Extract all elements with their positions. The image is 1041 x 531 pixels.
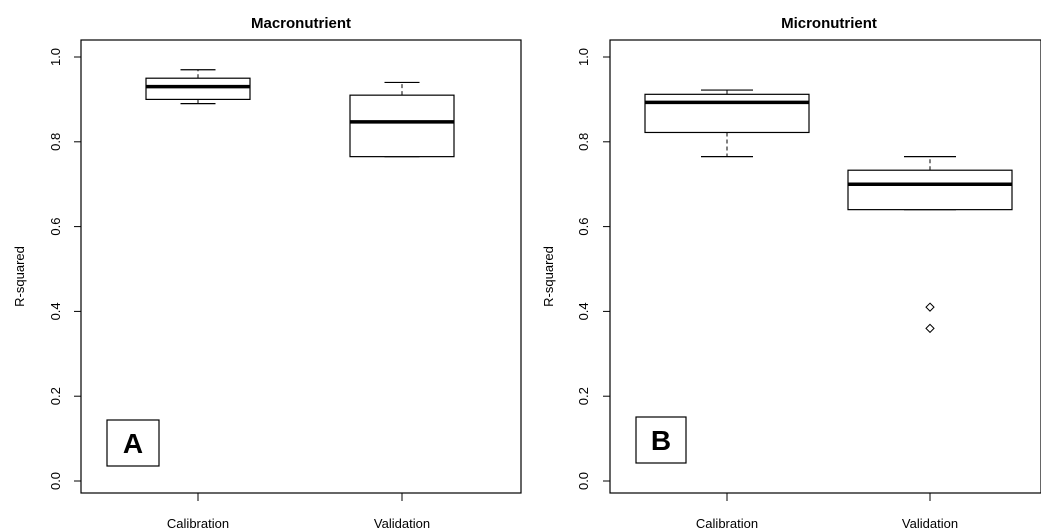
- plot-frame: [609, 39, 1041, 494]
- y-tick-label: 1.0: [48, 48, 63, 66]
- plot-frame: [80, 39, 522, 494]
- y-tick-label: 0.8: [576, 133, 591, 151]
- y-tick-label: 0.0: [576, 472, 591, 490]
- y-tick-label: 0.8: [48, 133, 63, 151]
- y-tick-label: 0.2: [48, 387, 63, 405]
- x-tick-label-calibration: Calibration: [696, 516, 758, 531]
- y-tick-label: 0.2: [576, 387, 591, 405]
- outlier-point: [925, 302, 935, 312]
- y-tick-label: 0.0: [48, 472, 63, 490]
- y-tick-label: 1.0: [576, 48, 591, 66]
- panel-micronutrient: Micronutrient R-squared Calibration Vali…: [541, 15, 1041, 531]
- chart-title: Macronutrient: [251, 15, 351, 32]
- chart-title: Micronutrient: [781, 15, 877, 32]
- panel-label: A: [123, 428, 143, 459]
- panel-label-box: [635, 416, 687, 464]
- y-axis-label: R-squared: [541, 246, 556, 307]
- x-tick-label-validation: Validation: [374, 516, 430, 531]
- y-tick-label: 0.6: [576, 218, 591, 236]
- y-tick-label: 0.4: [48, 302, 63, 320]
- outlier-point: [925, 323, 935, 334]
- panel-macronutrient: Macronutrient R-squared Calibration Vali…: [12, 15, 522, 531]
- y-tick-label: 0.4: [576, 302, 591, 320]
- box: [145, 77, 251, 100]
- box: [349, 94, 455, 158]
- panel-label-box: [106, 419, 160, 467]
- panel-label: B: [651, 425, 671, 456]
- box: [847, 169, 1013, 211]
- x-tick-label-calibration: Calibration: [167, 516, 229, 531]
- y-tick-label: 0.6: [48, 218, 63, 236]
- y-axis-label: R-squared: [12, 246, 27, 307]
- x-tick-label-validation: Validation: [902, 516, 958, 531]
- box: [644, 93, 810, 134]
